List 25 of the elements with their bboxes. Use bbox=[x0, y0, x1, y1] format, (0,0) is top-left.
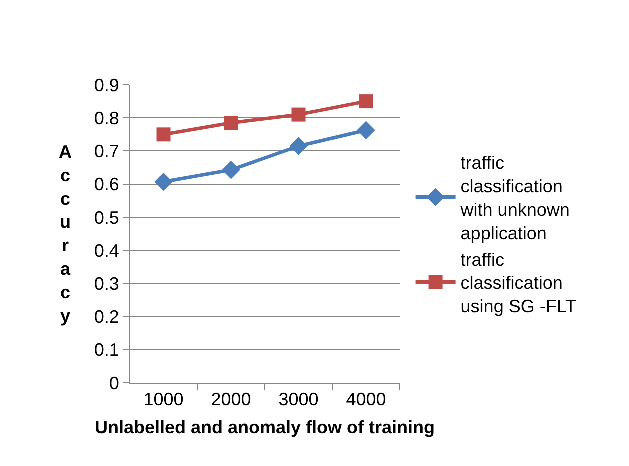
y-tick-label: 0.8 bbox=[94, 108, 120, 128]
x-tick-label: 4000 bbox=[346, 390, 386, 410]
y-tick-label: 0.1 bbox=[94, 340, 120, 360]
point bbox=[222, 161, 240, 180]
point bbox=[154, 172, 173, 192]
legend-label: traffic classification using SG -FLT bbox=[460, 250, 577, 317]
y-tick-label: 0.2 bbox=[94, 307, 120, 328]
y-tick-label: 0.7 bbox=[94, 142, 120, 162]
point bbox=[357, 121, 376, 140]
y-tick-label: 0 bbox=[109, 373, 120, 394]
y-tick-label: 0.6 bbox=[94, 174, 120, 195]
y-axis-title: Accuracy bbox=[59, 142, 72, 326]
x-axis-title: Unlabelled and anomaly flow of training bbox=[94, 418, 436, 438]
x-tick-label: 1000 bbox=[144, 390, 184, 410]
y-tick-label: 0.5 bbox=[94, 208, 120, 228]
y-tick-label: 0.4 bbox=[94, 240, 120, 261]
x-tick-label: 3000 bbox=[278, 390, 319, 410]
point bbox=[359, 94, 374, 109]
y-tick-label: 0.9 bbox=[94, 75, 120, 96]
point bbox=[292, 108, 306, 122]
point bbox=[156, 128, 171, 142]
point bbox=[224, 116, 238, 130]
point bbox=[290, 137, 308, 156]
x-tick-label: 2000 bbox=[211, 390, 252, 410]
y-tick-label: 0.3 bbox=[94, 274, 120, 294]
